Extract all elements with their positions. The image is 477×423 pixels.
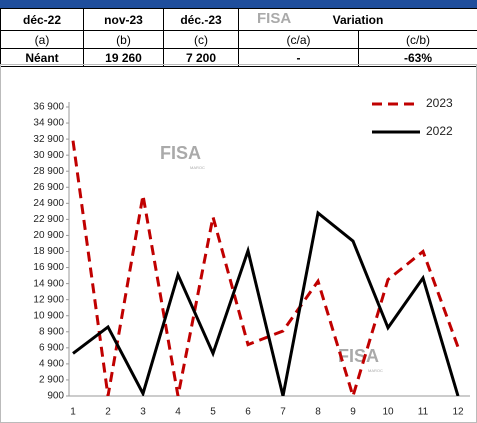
x-tick-label: 9 (350, 407, 356, 418)
x-tick-label: 3 (140, 407, 146, 418)
watermark: FISA (160, 143, 201, 163)
x-tick-label: 4 (175, 407, 181, 418)
y-tick-label: 30 900 (33, 150, 64, 161)
y-tick-label: 36 900 (33, 102, 64, 113)
y-tick-label: 26 900 (33, 182, 64, 193)
y-tick-label: 6 900 (39, 342, 64, 353)
y-tick-label: 2 900 (39, 375, 64, 386)
x-tick-label: 6 (245, 407, 251, 418)
x-tick-label: 10 (382, 407, 394, 418)
y-tick-label: 28 900 (33, 166, 64, 177)
cell: (c/a) (238, 30, 359, 49)
cell: FISA Variation (238, 8, 477, 31)
watermark: FISA (338, 346, 379, 366)
watermark-sub: MAROC (368, 368, 383, 373)
y-tick-label: 12 900 (33, 294, 64, 305)
chart: FISA MAROC FISA MAROC 900 2 900 4 900 6 900… (0, 64, 477, 423)
x-tick-label: 12 (452, 407, 464, 418)
cell: (c) (163, 30, 239, 49)
y-tick-label: 34 900 (33, 118, 64, 129)
cell: nov-23 (83, 8, 164, 31)
summary-table: déc-22 nov-23 déc.-23 FISA Variation (a) … (0, 8, 477, 67)
series-line (71, 140, 460, 396)
x-tick-label: 2 (105, 407, 111, 418)
cell: (a) (0, 30, 84, 49)
cell: -63% (358, 48, 477, 67)
y-tick-label: 32 900 (33, 134, 64, 145)
chart-frame (0, 64, 477, 423)
cell: Néant (0, 48, 84, 67)
cell: déc.-23 (163, 8, 239, 31)
y-tick-label: 10 900 (33, 310, 64, 321)
cell-text: Variation (332, 12, 384, 27)
cell: (c/b) (358, 30, 477, 49)
x-tick-label: 11 (418, 407, 429, 418)
y-tick-label: 4 900 (39, 359, 64, 370)
top-bar (0, 0, 477, 8)
cell: (b) (83, 30, 164, 49)
series-line (72, 210, 460, 396)
y-tick-label: 8 900 (39, 326, 64, 337)
x-tick-label: 1 (70, 407, 76, 418)
y-tick-label: 900 (47, 391, 64, 402)
y-tick-label: 18 900 (33, 246, 64, 257)
y-tick-label: 24 900 (33, 198, 64, 209)
plot (71, 140, 460, 396)
y-tick-label: 14 900 (33, 278, 64, 289)
logo: FISA (257, 10, 292, 27)
legend-label: 2023 (426, 96, 453, 110)
cell: déc-22 (0, 8, 84, 31)
x-tick-label: 8 (315, 407, 321, 418)
legend-label: 2022 (426, 124, 453, 138)
y-tick-label: 20 900 (33, 230, 64, 241)
y-tick-label: 16 900 (33, 262, 64, 273)
watermark-sub: MAROC (190, 165, 205, 170)
cell: 7 200 (163, 48, 239, 67)
x-tick-label: 7 (280, 407, 286, 418)
y-tick-label: 22 900 (33, 214, 64, 225)
x-tick-label: 5 (210, 407, 216, 418)
